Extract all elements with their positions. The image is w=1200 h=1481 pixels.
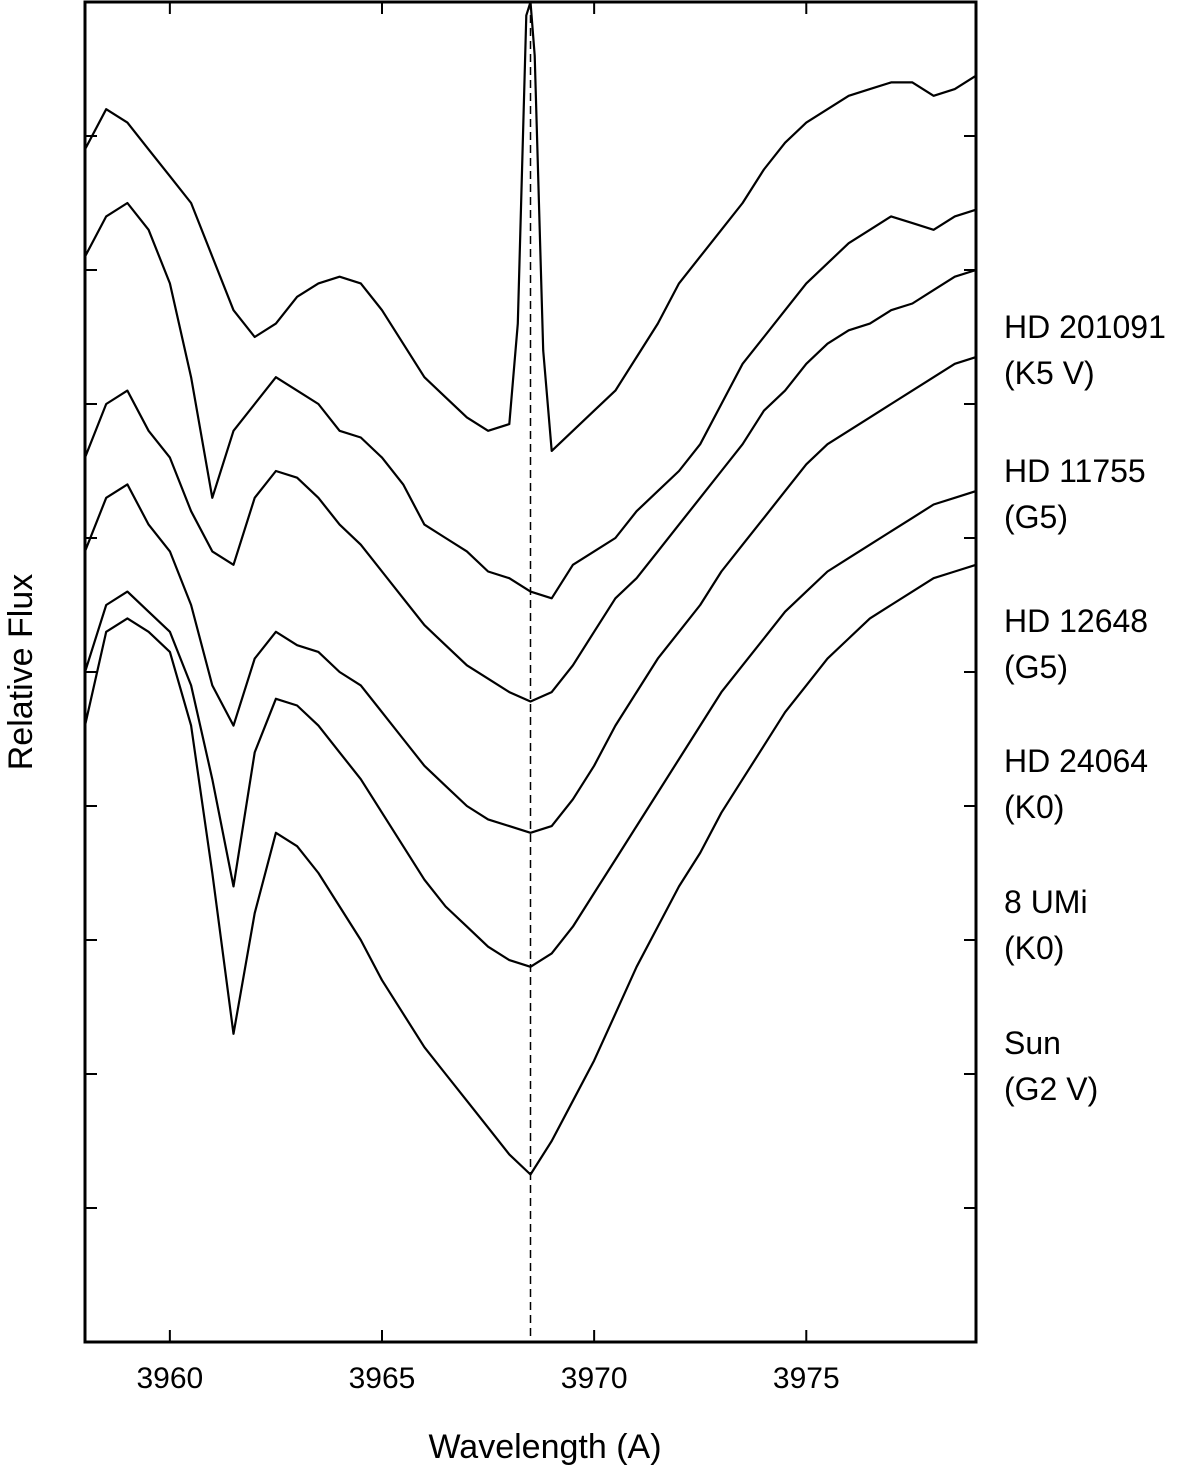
series-name-label: HD 11755	[1004, 453, 1146, 489]
series-name-label: 8 UMi	[1004, 884, 1088, 920]
series-type-label: (K0)	[1004, 789, 1064, 825]
y-axis-title: Relative Flux	[2, 574, 40, 771]
series-type-label: (K5 V)	[1004, 355, 1095, 391]
series-type-label: (G5)	[1004, 649, 1068, 685]
x-tick-label: 3970	[561, 1362, 628, 1395]
x-tick-label: 3965	[349, 1362, 416, 1395]
series-type-label: (G5)	[1004, 499, 1068, 535]
series-name-label: HD 201091	[1004, 309, 1166, 345]
series-labels: HD 201091 (K5 V) HD 11755 (G5) HD 12648 (G5) H…	[1004, 309, 1166, 1107]
series-name-label: Sun	[1004, 1025, 1061, 1061]
x-tick-label: 3960	[136, 1362, 203, 1395]
spectrum-line-2	[85, 268, 976, 703]
y-axis-ticks	[85, 135, 976, 1209]
x-axis-ticks: 3960 3965 3970 3975	[136, 2, 840, 1395]
series-type-label: (G2 V)	[1004, 1071, 1098, 1107]
series-name-label: HD 12648	[1004, 603, 1148, 639]
x-tick-label: 3975	[773, 1362, 840, 1395]
spectrum-line-0	[85, 2, 976, 452]
series-type-label: (K0)	[1004, 930, 1064, 966]
series-name-label: HD 24064	[1004, 743, 1148, 779]
spectrum-line-3	[85, 356, 976, 834]
x-axis-title: Wavelength (A)	[428, 1428, 661, 1466]
